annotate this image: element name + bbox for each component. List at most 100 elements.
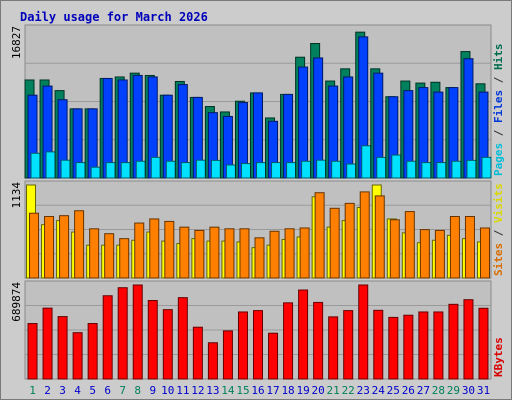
x-tick-day-2: 2: [44, 384, 51, 397]
bar-pages-day-25: [391, 154, 402, 179]
bar-kbytes-day-16: [253, 310, 263, 380]
x-tick-day-14: 14: [221, 384, 235, 397]
bar-kbytes-day-14: [222, 330, 233, 380]
x-tick-day-26: 26: [402, 384, 415, 397]
bar-kbytes-day-21: [328, 316, 339, 380]
x-tick-day-4: 4: [74, 384, 81, 397]
y-max-label: 1134: [10, 182, 23, 209]
bar-pages-day-1: [30, 152, 41, 179]
legend-pages: Pages: [492, 143, 505, 176]
bar-sites-day-24: [374, 195, 385, 279]
x-tick-day-8: 8: [134, 384, 141, 397]
bar-pages-day-19: [301, 160, 312, 179]
legend-kbytes: KBytes: [492, 337, 505, 377]
bar-kbytes-day-3: [57, 316, 68, 380]
bar-kbytes-day-30: [463, 299, 474, 380]
bar-pages-day-2: [45, 151, 56, 179]
bar-sites-day-19: [299, 227, 310, 279]
bar-kbytes-day-23: [358, 284, 369, 380]
bar-sites-day-12: [194, 229, 205, 279]
bar-kbytes-day-28: [433, 311, 444, 380]
bar-sites-day-13: [209, 226, 220, 279]
bar-pages-day-4: [75, 162, 86, 179]
bar-pages-day-18: [286, 162, 297, 179]
bar-pages-day-11: [180, 162, 191, 179]
x-tick-day-28: 28: [432, 384, 445, 397]
y-max-label: 16827: [10, 26, 23, 59]
x-tick-day-3: 3: [59, 384, 66, 397]
bar-pages-day-3: [60, 159, 71, 179]
bar-sites-day-7: [119, 238, 130, 279]
bar-pages-day-13: [210, 159, 221, 179]
bar-pages-day-14: [225, 164, 236, 179]
bar-kbytes-day-25: [388, 316, 399, 380]
bar-sites-day-8: [134, 222, 145, 279]
bar-kbytes-day-19: [298, 289, 309, 380]
bar-sites-day-20: [314, 192, 325, 279]
bar-kbytes-day-1: [27, 323, 38, 380]
legend-hits: Hits: [492, 44, 505, 71]
x-tick-day-11: 11: [176, 384, 189, 397]
bar-kbytes-day-20: [313, 301, 324, 380]
bar-pages-day-9: [150, 156, 161, 179]
legend-sites: Sites: [492, 243, 505, 276]
bar-pages-day-23: [361, 145, 372, 179]
bar-pages-day-12: [195, 159, 206, 179]
bar-pages-day-8: [135, 160, 146, 179]
bar-pages-day-7: [120, 162, 131, 179]
x-tick-day-31: 31: [477, 384, 490, 397]
x-tick-day-15: 15: [236, 384, 249, 397]
bar-kbytes-day-24: [373, 309, 384, 380]
bar-pages-day-31: [481, 156, 492, 179]
x-tick-day-19: 19: [296, 384, 309, 397]
bar-sites-day-22: [344, 202, 355, 279]
bar-kbytes-day-29: [448, 303, 459, 380]
legend-visits: Visits: [492, 183, 505, 223]
bar-pages-day-28: [436, 162, 447, 179]
bar-sites-day-31: [479, 227, 490, 279]
bar-sites-day-26: [404, 211, 415, 279]
x-tick-day-7: 7: [119, 384, 126, 397]
bar-kbytes-day-12: [192, 326, 203, 380]
bar-pages-day-29: [451, 160, 462, 179]
x-tick-day-12: 12: [191, 384, 204, 397]
bar-kbytes-day-31: [478, 307, 489, 380]
bar-kbytes-day-5: [87, 323, 98, 380]
bar-sites-day-28: [434, 229, 445, 279]
bar-pages-day-30: [466, 159, 477, 179]
bar-sites-day-21: [329, 207, 340, 279]
legend-pages-files-hits: Pages / Files / Hits: [492, 44, 505, 177]
chart-title: Daily usage for March 2026: [20, 10, 208, 24]
bar-kbytes-day-27: [418, 311, 429, 380]
x-tick-day-5: 5: [89, 384, 96, 397]
bar-sites-day-10: [164, 220, 175, 279]
bar-pages-day-10: [165, 160, 176, 179]
bar-sites-day-6: [104, 233, 115, 279]
legend-separator: /: [492, 223, 505, 243]
bar-kbytes-day-18: [283, 302, 294, 380]
bar-pages-day-24: [376, 156, 387, 179]
bar-kbytes-day-15: [237, 311, 248, 380]
x-tick-day-21: 21: [327, 384, 340, 397]
bar-pages-day-20: [316, 159, 327, 179]
panel-kbytes: 689874 KBytes: [10, 280, 505, 380]
bar-pages-day-6: [105, 162, 116, 179]
y-max-label: 689874: [10, 282, 23, 322]
x-tick-day-22: 22: [342, 384, 355, 397]
bar-kbytes-day-2: [42, 307, 53, 380]
bar-pages-day-15: [240, 163, 251, 179]
bar-pages-day-21: [331, 160, 342, 179]
bar-sites-day-2: [44, 215, 55, 279]
x-tick-day-18: 18: [281, 384, 294, 397]
bar-sites-day-11: [179, 226, 190, 279]
bar-kbytes-day-17: [268, 332, 279, 380]
bar-kbytes-day-10: [162, 309, 173, 380]
legend-separator: /: [492, 123, 505, 143]
bar-kbytes-day-13: [207, 342, 218, 380]
bar-pages-day-5: [90, 166, 101, 179]
bar-sites-day-16: [254, 237, 265, 279]
bar-sites-day-15: [239, 228, 250, 279]
bar-sites-day-4: [74, 210, 85, 279]
panel-sites-visits: 1134 Sites / Visits: [10, 180, 505, 279]
